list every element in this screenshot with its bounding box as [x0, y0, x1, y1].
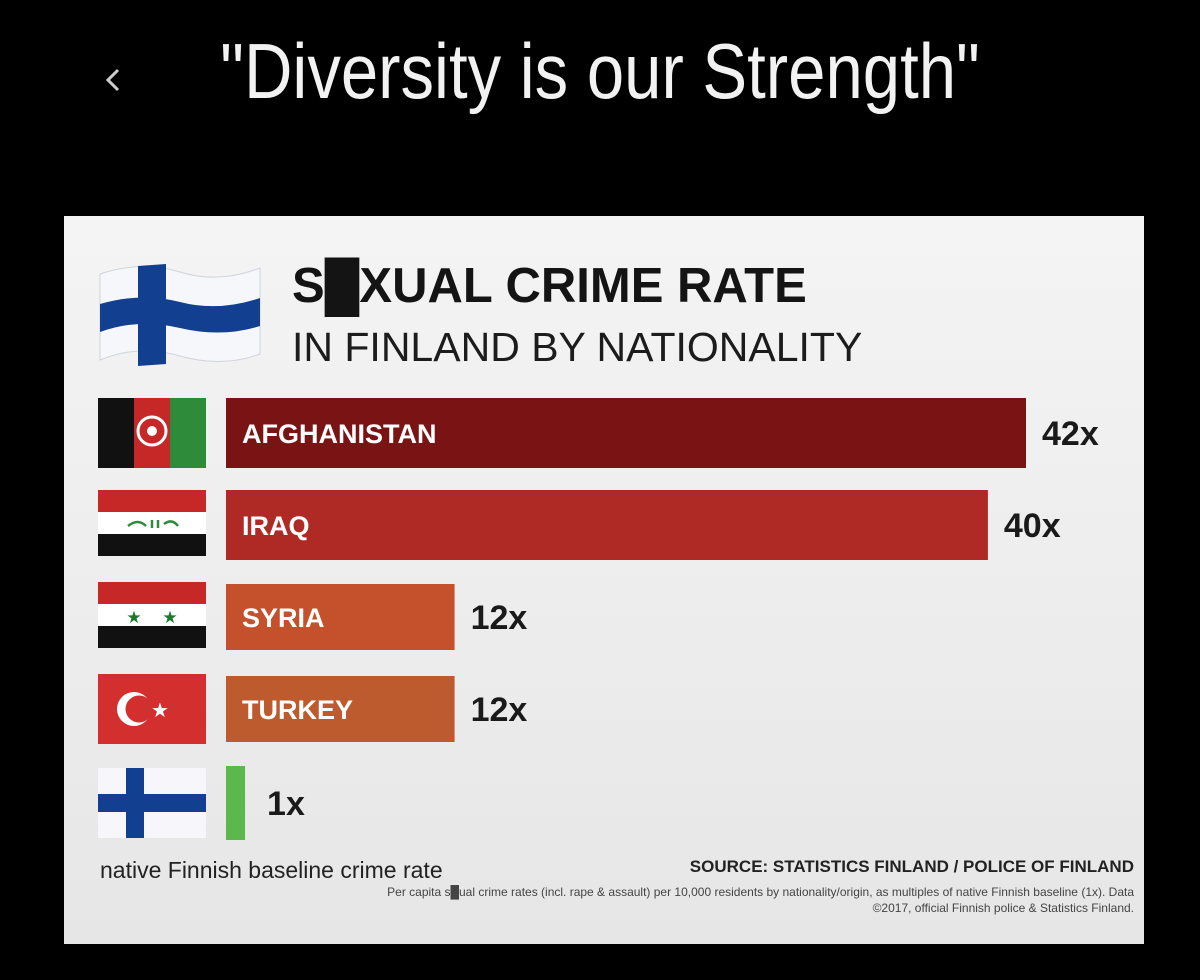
chart-card: S█XUAL CRIME RATE IN FINLAND BY NATIONAL… [64, 216, 1144, 944]
chart-subtitle: IN FINLAND BY NATIONALITY [292, 324, 863, 370]
finland-flag-icon [99, 264, 261, 366]
svg-text:★: ★ [162, 608, 177, 628]
svg-text:★: ★ [151, 698, 169, 722]
bar-category-label: SYRIA [242, 603, 325, 633]
chart-title: S█XUAL CRIME RATE [292, 259, 807, 313]
bar-category-label: AFGHANISTAN [242, 419, 436, 449]
syria-flag-icon: ★ ★ [98, 582, 206, 648]
baseline-note: native Finnish baseline crime rate [100, 857, 443, 883]
bar-category-label: TURKEY [242, 695, 353, 725]
bar-value-label: 12x [471, 599, 528, 637]
bar-turkey [226, 676, 455, 742]
finland-flag-small-icon [98, 768, 206, 838]
source-line: SOURCE: STATISTICS FINLAND / POLICE OF F… [689, 857, 1134, 876]
back-chevron-icon[interactable] [100, 66, 128, 94]
bar-value-label: 12x [471, 691, 528, 729]
bar-value-label: 42x [1042, 415, 1099, 453]
bar-afghanistan [226, 398, 1026, 468]
meme-caption: "Diversity is our Strength" [220, 27, 980, 115]
bar-category-label: IRAQ [242, 511, 310, 541]
footnote: Per capita s█ual crime rates (incl. rape… [387, 885, 1134, 915]
svg-text:★: ★ [126, 608, 141, 628]
bar-iraq [226, 490, 988, 560]
bar-value-label: 40x [1004, 507, 1061, 545]
bar-value-label: 1x [267, 785, 305, 823]
afghanistan-flag-icon [98, 398, 206, 468]
turkey-flag-icon: ★ [98, 674, 206, 744]
bar-syria [226, 584, 455, 650]
iraq-flag-icon [98, 490, 206, 556]
bar-chart: ★ ★ ★ AFGHANISTAN 42x IRAQ 40x SYRIA 12x TURKE… [98, 398, 1099, 840]
bar-finland-native [226, 766, 246, 840]
